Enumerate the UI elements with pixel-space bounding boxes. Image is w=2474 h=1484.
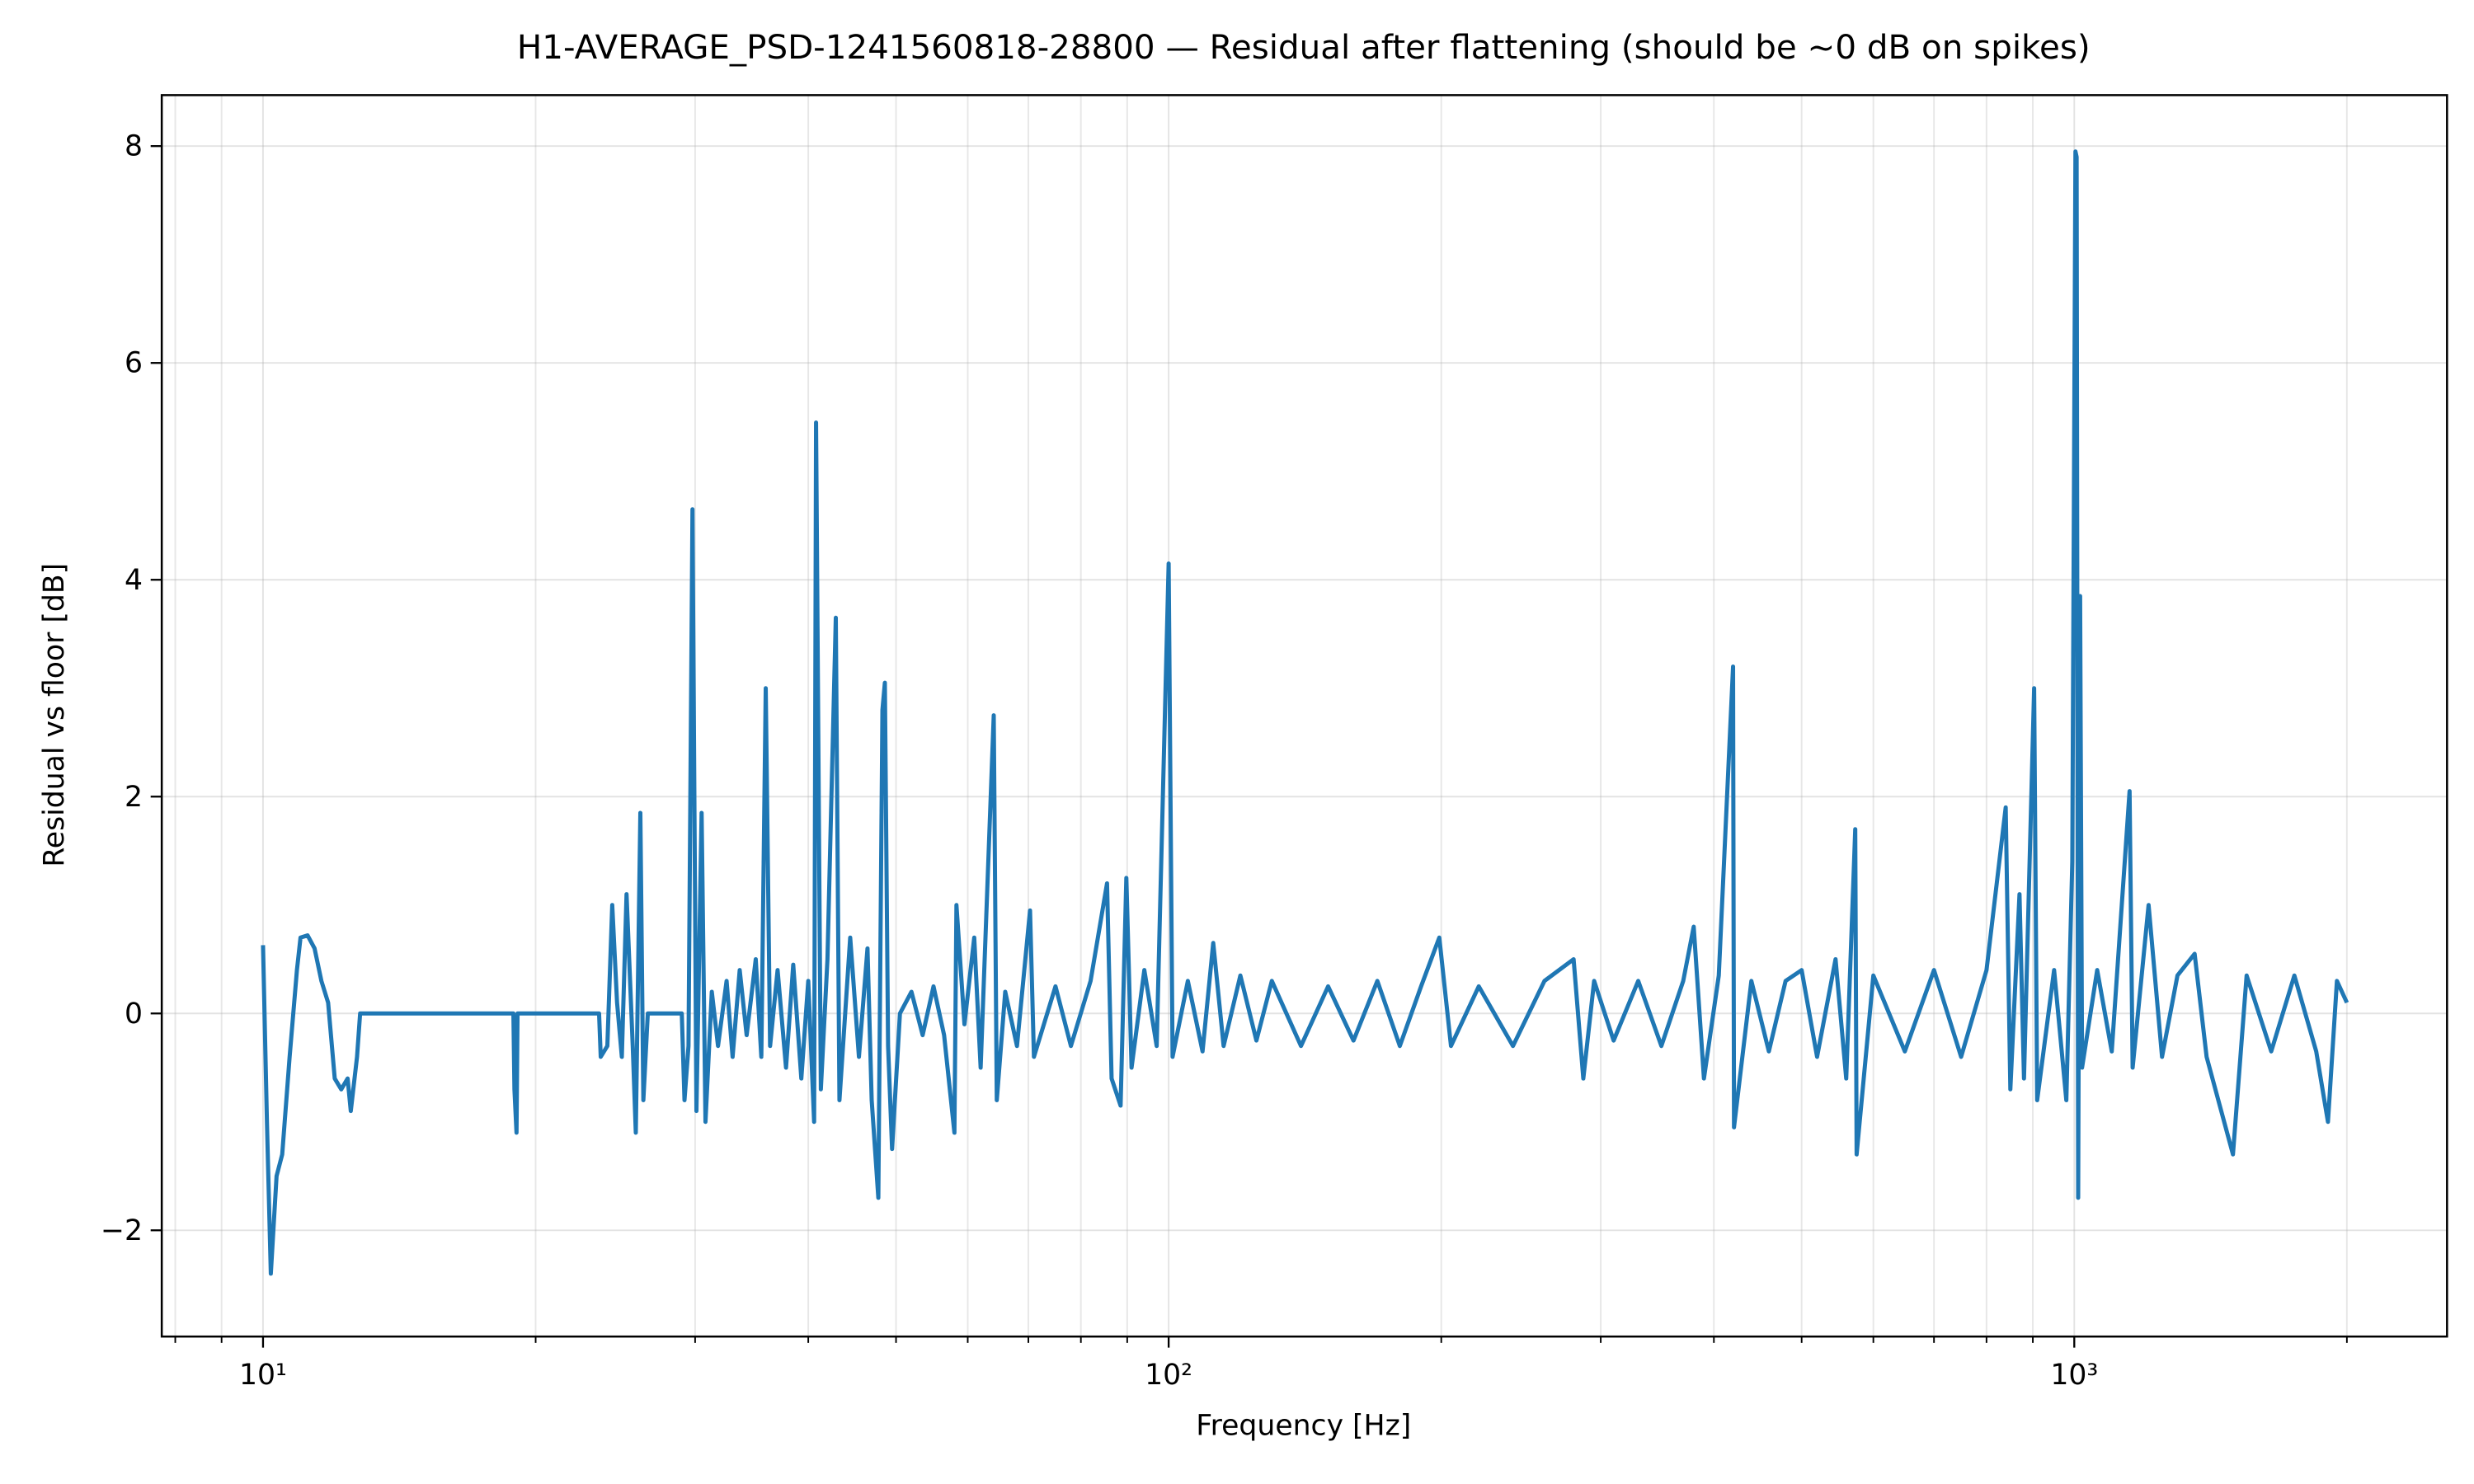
- chart-title: H1-AVERAGE_PSD-1241560818-28800 — Residu…: [517, 28, 2091, 67]
- plot-frame: [160, 94, 2448, 1338]
- y-tick-label: 0: [125, 998, 143, 1031]
- x-tick-label: 10¹: [239, 1359, 287, 1392]
- y-tick-label: 2: [125, 781, 143, 814]
- x-axis-label: Frequency [Hz]: [1196, 1409, 1411, 1442]
- x-tick-label: 10²: [1145, 1359, 1192, 1392]
- y-tick-label: 8: [125, 130, 143, 163]
- y-axis-label: Residual vs floor [dB]: [38, 563, 71, 867]
- x-tick-label: 10³: [2050, 1359, 2098, 1392]
- data-line: [261, 149, 2349, 1276]
- y-tick-label: 4: [125, 564, 143, 597]
- y-tick-label: −2: [101, 1214, 143, 1247]
- y-tick-label: 6: [125, 347, 143, 380]
